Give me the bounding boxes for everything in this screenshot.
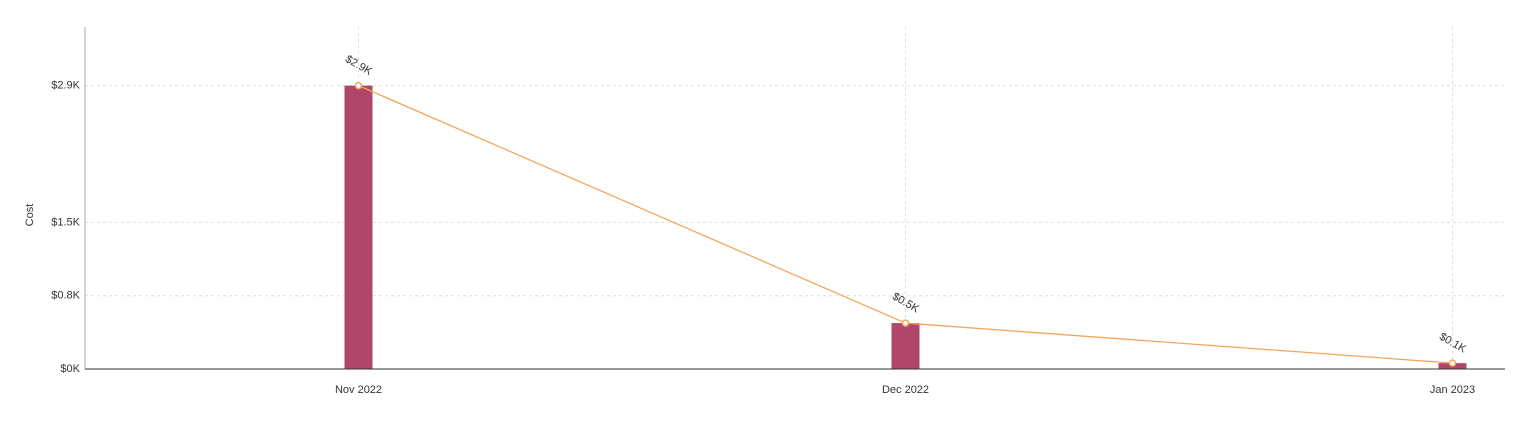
x-tick-label: Nov 2022 bbox=[335, 384, 382, 396]
line-point bbox=[1448, 359, 1457, 367]
bar bbox=[891, 323, 920, 369]
bar bbox=[344, 85, 373, 369]
y-axis-title: Cost bbox=[24, 204, 36, 227]
line-point bbox=[354, 81, 363, 90]
x-tick-label: Dec 2022 bbox=[882, 384, 929, 396]
line-point bbox=[901, 319, 910, 327]
y-tick-label: $2.9K bbox=[51, 80, 80, 92]
data-label: $2.9K bbox=[343, 53, 374, 78]
y-tick-label: $1.5K bbox=[51, 216, 80, 228]
y-tick-label: $0K bbox=[60, 363, 80, 375]
y-tick-label: $0.8K bbox=[51, 290, 80, 302]
x-tick-label: Jan 2023 bbox=[1430, 384, 1475, 396]
